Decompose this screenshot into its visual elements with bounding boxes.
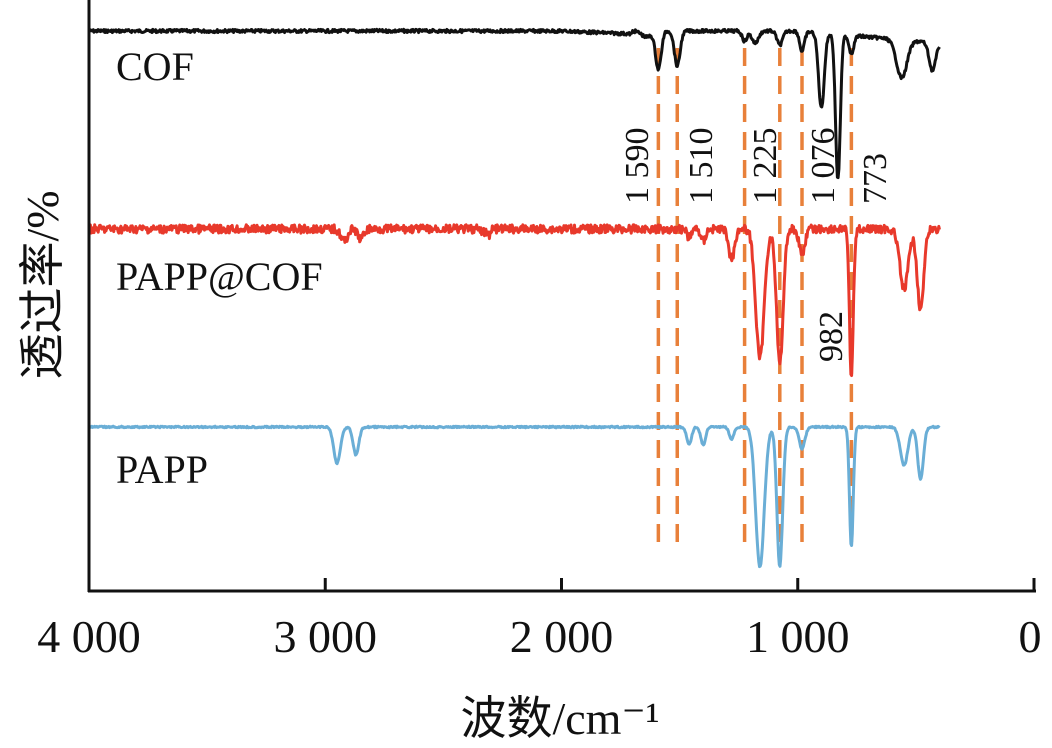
series-label-papp: PAPP xyxy=(116,447,208,492)
series-line-cof xyxy=(88,27,941,180)
peak-label-1076: 1 076 xyxy=(805,128,842,205)
peak-label-982: 982 xyxy=(813,311,850,362)
peak-label-1510: 1 510 xyxy=(683,128,720,205)
x-axis-ticks: 4 000 3 000 2 000 1 000 0 xyxy=(37,578,1042,662)
x-tick-label-2000: 2 000 xyxy=(510,611,614,662)
spectra-traces xyxy=(87,27,941,569)
peak-label-1225: 1 225 xyxy=(747,128,784,205)
x-tick-label-1000: 1 000 xyxy=(746,611,850,662)
x-tick-label-4000: 4 000 xyxy=(37,611,141,662)
peak-label-773: 773 xyxy=(857,153,894,204)
series-line-papp xyxy=(88,424,941,569)
peak-label-1590: 1 590 xyxy=(619,128,656,205)
x-tick-label-3000: 3 000 xyxy=(274,611,378,662)
x-tick-label-0: 0 xyxy=(1019,611,1042,662)
series-label-papp-cof: PAPP@COF xyxy=(116,254,323,299)
series-label-cof: COF xyxy=(116,44,194,89)
y-axis-title: 透过率/% xyxy=(17,190,68,379)
series-line-papp-cof xyxy=(87,223,941,378)
x-axis-title: 波数/cm⁻¹ xyxy=(460,693,659,744)
